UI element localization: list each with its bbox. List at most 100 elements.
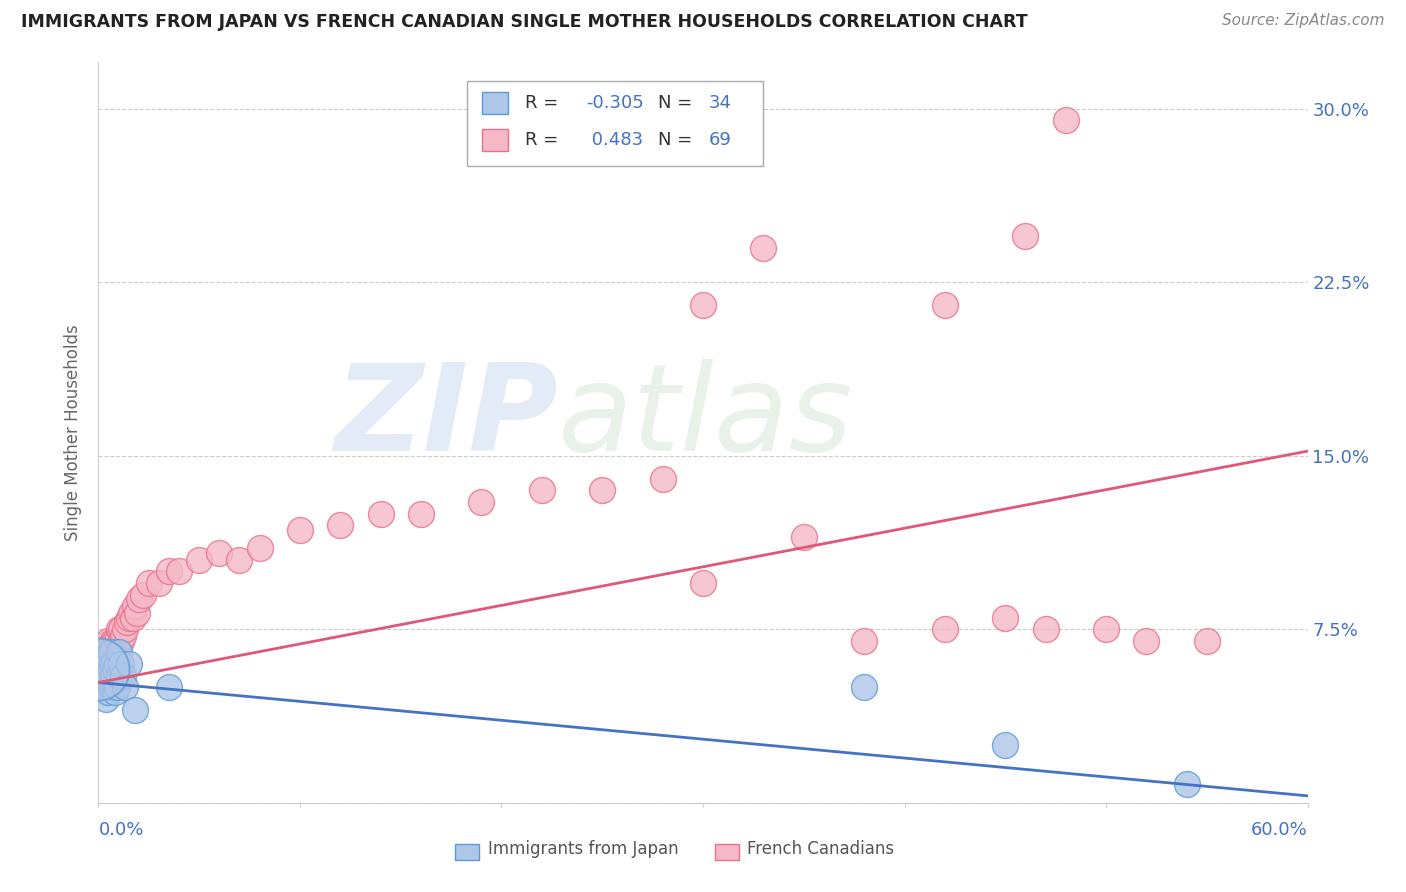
Y-axis label: Single Mother Households: Single Mother Households (65, 325, 83, 541)
Point (208, 546, 231, 560)
Point (103, 662, 125, 676)
Point (101, 680, 124, 694)
Point (100, 652, 122, 666)
Text: R =: R = (526, 95, 564, 112)
Text: IMMIGRANTS FROM JAPAN VS FRENCH CANADIAN SINGLE MOTHER HOUSEHOLDS CORRELATION CH: IMMIGRANTS FROM JAPAN VS FRENCH CANADIAN… (21, 13, 1028, 31)
Point (87, 662, 110, 676)
Point (96, 662, 118, 676)
Point (96, 652, 118, 666)
Point (1035, 622, 1057, 636)
Point (121, 610, 143, 624)
Point (93, 668, 115, 682)
Point (853, 680, 876, 694)
Point (994, 738, 1017, 752)
Text: N =: N = (658, 131, 699, 149)
Point (97, 645, 120, 659)
Point (118, 610, 141, 624)
Point (105, 657, 128, 671)
Text: ZIP: ZIP (335, 359, 558, 476)
Point (100, 639, 122, 653)
Text: atlas: atlas (558, 359, 853, 476)
Point (107, 645, 129, 659)
Point (370, 507, 392, 521)
Point (124, 599, 146, 614)
Point (752, 240, 775, 255)
Text: -0.305: -0.305 (586, 95, 644, 112)
Point (103, 645, 125, 659)
Point (105, 680, 128, 694)
Point (100, 668, 122, 682)
Point (1095, 622, 1118, 636)
FancyBboxPatch shape (467, 81, 763, 166)
Point (167, 565, 190, 579)
Point (101, 657, 124, 671)
Point (89, 657, 111, 671)
Point (128, 592, 150, 607)
Point (97, 657, 120, 671)
Point (110, 657, 132, 671)
Point (853, 633, 876, 648)
Point (103, 685, 125, 699)
Point (100, 645, 122, 659)
Point (114, 680, 136, 694)
Text: 0.0%: 0.0% (98, 822, 143, 839)
Point (148, 576, 170, 591)
Point (1175, 777, 1198, 791)
FancyBboxPatch shape (716, 844, 740, 860)
Point (651, 472, 673, 486)
Point (105, 652, 128, 666)
Point (93, 645, 115, 659)
FancyBboxPatch shape (482, 92, 509, 114)
Point (101, 668, 124, 682)
Point (107, 668, 129, 682)
Text: French Canadians: French Canadians (747, 840, 894, 858)
Point (103, 657, 125, 671)
Text: Immigrants from Japan: Immigrants from Japan (488, 840, 678, 858)
Point (530, 483, 553, 498)
Point (93, 680, 115, 694)
Point (288, 523, 311, 537)
Point (97, 657, 120, 671)
Point (115, 615, 138, 630)
Point (329, 518, 352, 533)
Point (470, 495, 492, 509)
Point (118, 657, 141, 671)
Point (934, 298, 956, 312)
Point (125, 606, 148, 620)
Point (409, 507, 432, 521)
Point (110, 633, 132, 648)
Point (105, 633, 128, 648)
Text: 0.483: 0.483 (586, 131, 643, 149)
Point (124, 703, 146, 717)
Point (1014, 229, 1036, 244)
Point (93, 657, 115, 671)
Text: 60.0%: 60.0% (1251, 822, 1308, 839)
Point (114, 622, 136, 636)
Point (100, 662, 122, 676)
Point (110, 622, 132, 636)
Point (97, 668, 120, 682)
Point (188, 553, 211, 567)
Point (157, 680, 180, 694)
Text: 69: 69 (709, 131, 733, 149)
Text: R =: R = (526, 131, 564, 149)
Point (107, 639, 129, 653)
Point (1195, 633, 1218, 648)
Point (111, 668, 134, 682)
Point (96, 675, 118, 690)
Point (132, 588, 155, 602)
Point (101, 662, 124, 676)
Point (91, 657, 114, 671)
Point (692, 298, 714, 312)
Point (97, 668, 120, 682)
Point (1135, 633, 1157, 648)
Point (249, 541, 271, 556)
Point (91, 657, 114, 671)
Point (91, 668, 114, 682)
Point (157, 565, 180, 579)
Point (692, 576, 714, 591)
Point (91, 645, 114, 659)
Point (100, 680, 122, 694)
Point (228, 553, 250, 567)
FancyBboxPatch shape (456, 844, 479, 860)
